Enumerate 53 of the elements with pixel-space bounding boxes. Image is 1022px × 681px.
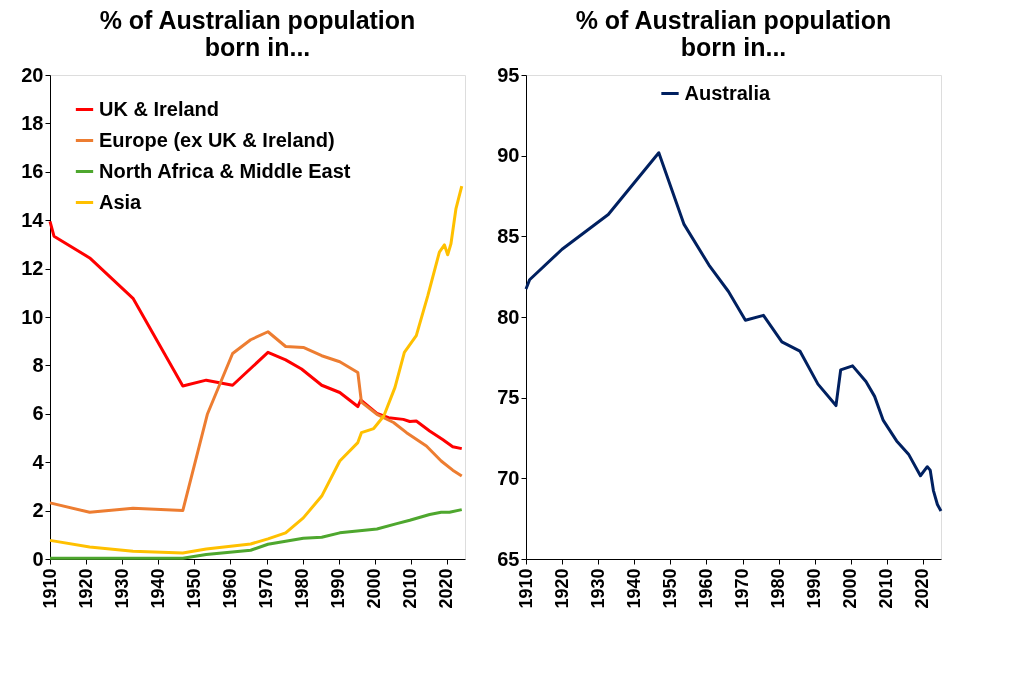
legend-label: North Africa & Middle East [99,159,351,182]
x-tick-label: 1910 [515,568,536,609]
line-series [48,219,464,451]
x-tick-label: 1970 [256,568,277,609]
y-tick-label: 14 [21,208,45,231]
legend-label: Europe (ex UK & Ireland) [99,128,335,151]
y-tick-label: 12 [21,257,44,280]
x-tick-label: 1980 [292,568,313,609]
x-tick-label: 1950 [183,568,204,609]
x-tick-label: 1910 [39,568,60,609]
x-tick-label: 1950 [659,568,680,609]
x-tick-label: 1990 [328,568,349,609]
line-series [48,330,464,514]
y-tick-label: 20 [21,63,44,86]
line-series [524,151,943,513]
y-tick-label: 10 [21,305,44,328]
y-tick-label: 85 [497,224,520,247]
chart-title: % of Australian population born in... [99,6,416,61]
y-tick-label: 75 [497,386,520,409]
x-tick-label: 2010 [400,568,421,609]
x-tick-label: 1920 [75,568,96,609]
x-tick-label: 1920 [551,568,572,609]
x-tick-label: 1990 [804,568,825,609]
x-tick-label: 2020 [912,568,933,609]
x-tick-label: 2000 [840,568,861,609]
y-tick-label: 80 [497,305,520,328]
x-tick-label: 1980 [768,568,789,609]
legend-label: UK & Ireland [99,97,220,120]
y-tick-label: 65 [497,547,520,570]
y-tick-label: 18 [21,111,44,134]
x-tick-label: 2010 [876,568,897,609]
x-tick-label: 1970 [732,568,753,609]
y-tick-label: 0 [32,547,44,570]
y-tick-label: 4 [32,450,45,473]
y-tick-label: 6 [32,402,44,425]
y-tick-label: 70 [497,466,520,489]
y-tick-label: 16 [21,160,44,183]
legend-label: Australia [684,81,771,104]
x-tick-label: 1960 [219,568,240,609]
y-tick-label: 95 [497,63,520,86]
x-tick-label: 1940 [623,568,644,609]
x-tick-label: 2000 [364,568,385,609]
chart-title: % of Australian population born in... [575,6,892,61]
y-tick-label: 8 [32,353,44,376]
line-series [48,184,464,555]
legend-label: Asia [99,190,143,213]
x-tick-label: 1930 [587,568,608,609]
x-tick-label: 1960 [695,568,716,609]
x-tick-label: 1930 [111,568,132,609]
x-tick-label: 2020 [436,568,457,609]
y-tick-label: 2 [32,499,44,522]
x-tick-label: 1940 [147,568,168,609]
y-tick-label: 90 [497,144,520,167]
